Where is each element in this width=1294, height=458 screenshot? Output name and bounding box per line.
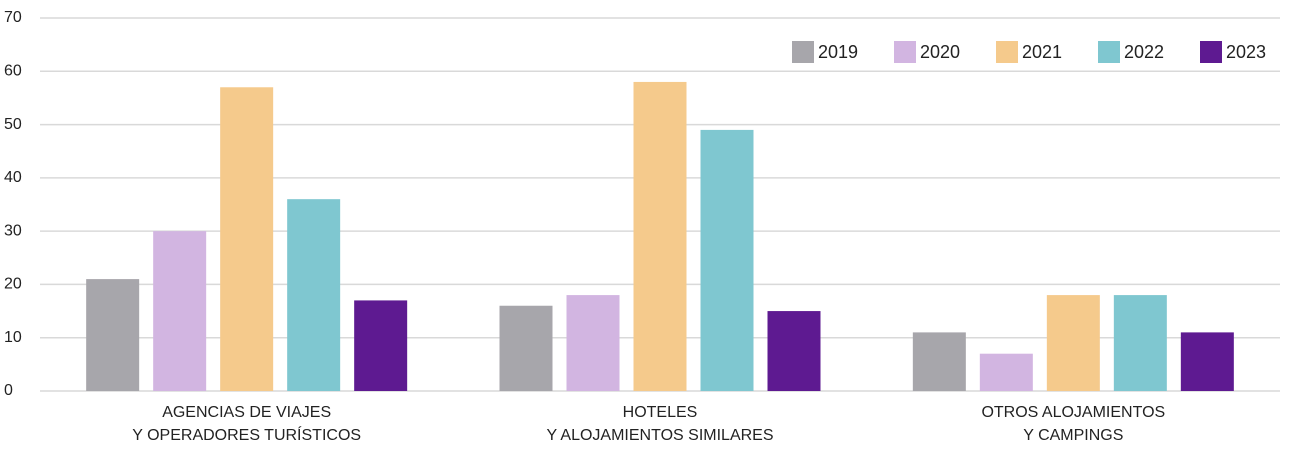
legend-label: 2019 bbox=[818, 42, 858, 62]
y-tick-label: 30 bbox=[4, 222, 22, 239]
bar bbox=[499, 305, 553, 391]
x-tick-label: AGENCIAS DE VIAJES bbox=[162, 404, 331, 421]
x-tick-label: Y CAMPINGS bbox=[1023, 427, 1123, 444]
bar bbox=[767, 311, 821, 391]
legend-label: 2021 bbox=[1022, 42, 1062, 62]
bar bbox=[1046, 295, 1100, 391]
bar bbox=[979, 353, 1033, 391]
legend-label: 2022 bbox=[1124, 42, 1164, 62]
bar bbox=[354, 300, 408, 391]
bar bbox=[287, 199, 341, 391]
y-tick-label: 40 bbox=[4, 169, 22, 186]
x-tick-label: Y ALOJAMIENTOS SIMILARES bbox=[546, 427, 773, 444]
bar bbox=[912, 332, 966, 391]
x-tick-label: OTROS ALOJAMIENTOS bbox=[981, 404, 1165, 421]
x-tick-label: Y OPERADORES TURÍSTICOS bbox=[132, 425, 361, 444]
legend-label: 2020 bbox=[920, 42, 960, 62]
bar bbox=[1180, 332, 1234, 391]
bar bbox=[220, 87, 274, 392]
bar bbox=[633, 81, 687, 391]
y-tick-label: 60 bbox=[4, 63, 22, 80]
bar bbox=[153, 231, 207, 391]
legend-swatch bbox=[1200, 41, 1222, 63]
x-tick-label: HOTELES bbox=[623, 404, 698, 421]
legend-label: 2023 bbox=[1226, 42, 1266, 62]
legend-swatch bbox=[996, 41, 1018, 63]
bar bbox=[1113, 295, 1167, 391]
y-tick-label: 50 bbox=[4, 116, 22, 133]
y-tick-label: 10 bbox=[4, 329, 22, 346]
bar bbox=[86, 279, 140, 391]
legend-swatch bbox=[792, 41, 814, 63]
bar bbox=[566, 295, 620, 391]
legend-swatch bbox=[894, 41, 916, 63]
y-tick-label: 20 bbox=[4, 276, 22, 293]
bar bbox=[700, 129, 754, 391]
y-tick-label: 70 bbox=[4, 9, 22, 26]
y-tick-label: 0 bbox=[4, 382, 13, 399]
legend-swatch bbox=[1098, 41, 1120, 63]
